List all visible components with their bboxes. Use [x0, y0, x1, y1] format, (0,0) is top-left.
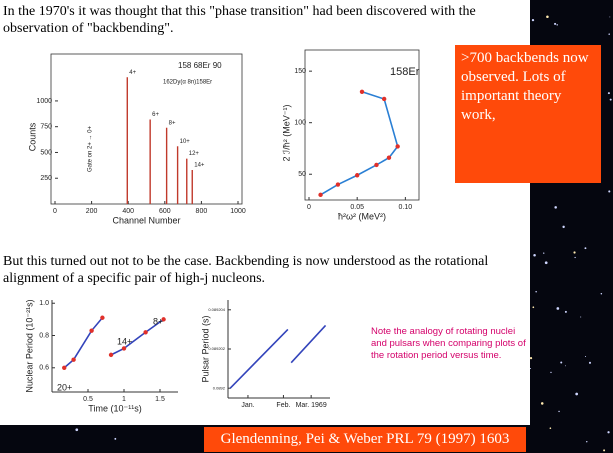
star: [586, 441, 588, 443]
star: [609, 98, 612, 101]
star: [609, 16, 611, 18]
star: [580, 316, 582, 318]
star: [533, 253, 536, 257]
star: [556, 307, 560, 310]
star: [608, 33, 610, 35]
star: [574, 256, 576, 259]
star: [600, 293, 603, 295]
star: [564, 310, 567, 313]
star: [603, 449, 606, 452]
star: [562, 225, 565, 229]
star: [75, 428, 79, 432]
star: [584, 247, 587, 250]
top-text: In the 1970's it was thought that this "…: [3, 4, 476, 36]
star: [607, 92, 610, 95]
star: [573, 251, 576, 254]
star: [544, 261, 548, 265]
star: [564, 365, 566, 367]
star: [608, 190, 611, 193]
star: [560, 361, 563, 364]
star: [556, 24, 558, 26]
star: [114, 437, 117, 440]
star: [607, 431, 610, 434]
star: [529, 367, 532, 370]
star: [550, 371, 552, 374]
star: [529, 357, 533, 360]
star: [531, 18, 535, 22]
star: [549, 427, 552, 429]
star: [575, 392, 579, 396]
star: [588, 361, 592, 364]
callout: >700 backbends now observed. Lots of imp…: [455, 45, 601, 183]
star: [543, 252, 545, 254]
star: [540, 402, 544, 405]
middle-text: But this turned out not to be the case. …: [3, 254, 489, 286]
star: [554, 206, 557, 209]
citation: Glendenning, Pei & Weber PRL 79 (1997) 1…: [204, 427, 526, 452]
star: [535, 291, 537, 293]
star: [554, 22, 557, 25]
note: Note the analogy of rotating nuclei and …: [371, 326, 526, 361]
star: [546, 15, 549, 19]
star: [532, 306, 535, 309]
star: [585, 355, 587, 358]
star: [558, 410, 560, 413]
